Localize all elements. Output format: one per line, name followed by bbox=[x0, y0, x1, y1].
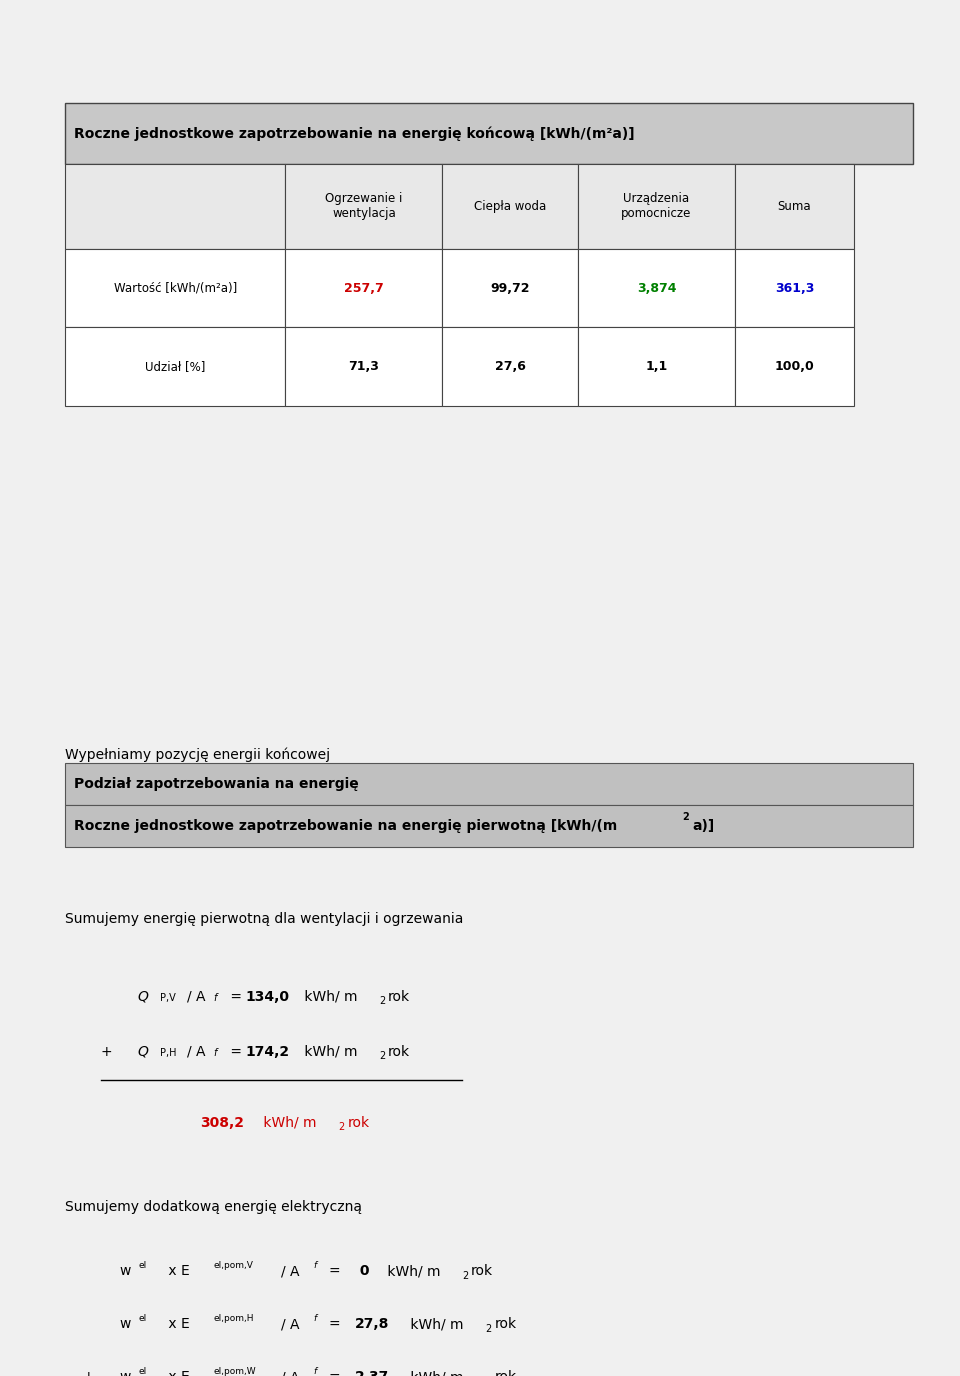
Text: =: = bbox=[329, 1370, 346, 1376]
Text: f: f bbox=[313, 1314, 316, 1324]
Text: rok: rok bbox=[388, 1044, 410, 1058]
Text: kWh/ m: kWh/ m bbox=[406, 1317, 464, 1332]
Text: 3,874: 3,874 bbox=[636, 282, 676, 294]
Text: f: f bbox=[214, 1047, 217, 1058]
Bar bbox=[735, 164, 853, 249]
Text: 361,3: 361,3 bbox=[775, 282, 814, 294]
Text: Sumujemy dodatkową energię elektryczną: Sumujemy dodatkową energię elektryczną bbox=[65, 1200, 362, 1214]
Bar bbox=[65, 164, 285, 249]
Text: w: w bbox=[119, 1265, 131, 1278]
Text: el: el bbox=[139, 1368, 147, 1376]
Text: w: w bbox=[119, 1317, 131, 1332]
Text: el,pom,H: el,pom,H bbox=[214, 1314, 254, 1324]
Text: rok: rok bbox=[388, 989, 410, 1003]
Text: rok: rok bbox=[494, 1317, 516, 1332]
Text: Udział [%]: Udział [%] bbox=[145, 361, 205, 373]
Bar bbox=[443, 164, 578, 249]
Bar bbox=[65, 249, 285, 327]
Text: Suma: Suma bbox=[778, 200, 811, 213]
Text: el,pom,W: el,pom,W bbox=[214, 1368, 256, 1376]
Text: el: el bbox=[139, 1314, 147, 1324]
Text: 0: 0 bbox=[354, 1265, 369, 1278]
Bar bbox=[65, 764, 913, 805]
Text: P,V: P,V bbox=[159, 993, 176, 1003]
Text: =: = bbox=[329, 1265, 346, 1278]
Bar bbox=[65, 103, 913, 164]
Bar bbox=[735, 249, 853, 327]
Text: kWh/ m: kWh/ m bbox=[259, 1116, 317, 1130]
Text: f: f bbox=[313, 1368, 316, 1376]
Text: kWh/ m: kWh/ m bbox=[300, 989, 357, 1003]
Text: 2: 2 bbox=[462, 1271, 468, 1281]
Text: 2: 2 bbox=[683, 812, 689, 821]
Text: f: f bbox=[313, 1262, 316, 1270]
Text: 100,0: 100,0 bbox=[775, 361, 814, 373]
Bar bbox=[735, 327, 853, 406]
Text: Urządzenia
pomocnicze: Urządzenia pomocnicze bbox=[621, 193, 692, 220]
Text: rok: rok bbox=[494, 1370, 516, 1376]
Text: =: = bbox=[226, 1044, 246, 1058]
Text: Roczne jednostkowe zapotrzebowanie na energię końcową [kWh/(m²a)]: Roczne jednostkowe zapotrzebowanie na en… bbox=[74, 127, 635, 140]
Text: +: + bbox=[101, 1044, 112, 1058]
Text: 27,8: 27,8 bbox=[354, 1317, 389, 1332]
Text: 308,2: 308,2 bbox=[201, 1116, 244, 1130]
Text: 174,2: 174,2 bbox=[246, 1044, 290, 1058]
Bar bbox=[443, 327, 578, 406]
Text: kWh/ m: kWh/ m bbox=[300, 1044, 357, 1058]
Text: el,pom,V: el,pom,V bbox=[214, 1262, 253, 1270]
Bar bbox=[578, 327, 735, 406]
Text: / A: / A bbox=[281, 1370, 300, 1376]
Text: 134,0: 134,0 bbox=[246, 989, 289, 1003]
Text: 71,3: 71,3 bbox=[348, 361, 379, 373]
Bar bbox=[65, 805, 913, 848]
Text: 257,7: 257,7 bbox=[344, 282, 384, 294]
Text: / A: / A bbox=[281, 1317, 300, 1332]
Text: Roczne jednostkowe zapotrzebowanie na energię pierwotną [kWh/(m: Roczne jednostkowe zapotrzebowanie na en… bbox=[74, 819, 617, 834]
Text: Podział zapotrzebowania na energię: Podział zapotrzebowania na energię bbox=[74, 777, 359, 791]
Text: x E: x E bbox=[164, 1370, 190, 1376]
Text: Ciepła woda: Ciepła woda bbox=[474, 200, 546, 213]
Text: Q: Q bbox=[137, 989, 148, 1003]
Text: el: el bbox=[139, 1262, 147, 1270]
Bar bbox=[578, 164, 735, 249]
Text: 2: 2 bbox=[379, 1051, 385, 1061]
Text: Wartość [kWh/(m²a)]: Wartość [kWh/(m²a)] bbox=[113, 282, 237, 294]
Text: 2: 2 bbox=[338, 1123, 345, 1132]
Text: kWh/ m: kWh/ m bbox=[406, 1370, 464, 1376]
Bar bbox=[285, 164, 443, 249]
Text: / A: / A bbox=[186, 989, 205, 1003]
Text: rok: rok bbox=[471, 1265, 493, 1278]
Text: P,H: P,H bbox=[159, 1047, 176, 1058]
Text: rok: rok bbox=[348, 1116, 370, 1130]
Text: =: = bbox=[329, 1317, 346, 1332]
Text: x E: x E bbox=[164, 1265, 190, 1278]
Text: +: + bbox=[83, 1370, 95, 1376]
Text: =: = bbox=[226, 989, 246, 1003]
Text: f: f bbox=[214, 993, 217, 1003]
Bar bbox=[65, 327, 285, 406]
Text: / A: / A bbox=[186, 1044, 205, 1058]
Text: w: w bbox=[119, 1370, 131, 1376]
Text: Q: Q bbox=[137, 1044, 148, 1058]
Text: 2: 2 bbox=[379, 996, 385, 1006]
Text: Ogrzewanie i
wentylacja: Ogrzewanie i wentylacja bbox=[325, 193, 402, 220]
Bar bbox=[285, 249, 443, 327]
Text: 2: 2 bbox=[486, 1324, 492, 1333]
Text: 1,1: 1,1 bbox=[645, 361, 667, 373]
Text: 2,37: 2,37 bbox=[354, 1370, 389, 1376]
Text: a)]: a)] bbox=[692, 819, 714, 834]
Bar bbox=[578, 249, 735, 327]
Bar bbox=[443, 249, 578, 327]
Text: 99,72: 99,72 bbox=[491, 282, 530, 294]
Text: kWh/ m: kWh/ m bbox=[382, 1265, 440, 1278]
Bar bbox=[285, 327, 443, 406]
Text: Wypełniamy pozycję energii końcowej: Wypełniamy pozycję energii końcowej bbox=[65, 747, 330, 761]
Text: 27,6: 27,6 bbox=[494, 361, 526, 373]
Text: x E: x E bbox=[164, 1317, 190, 1332]
Text: Sumujemy energię pierwotną dla wentylacji i ogrzewania: Sumujemy energię pierwotną dla wentylacj… bbox=[65, 912, 464, 926]
Text: / A: / A bbox=[281, 1265, 300, 1278]
